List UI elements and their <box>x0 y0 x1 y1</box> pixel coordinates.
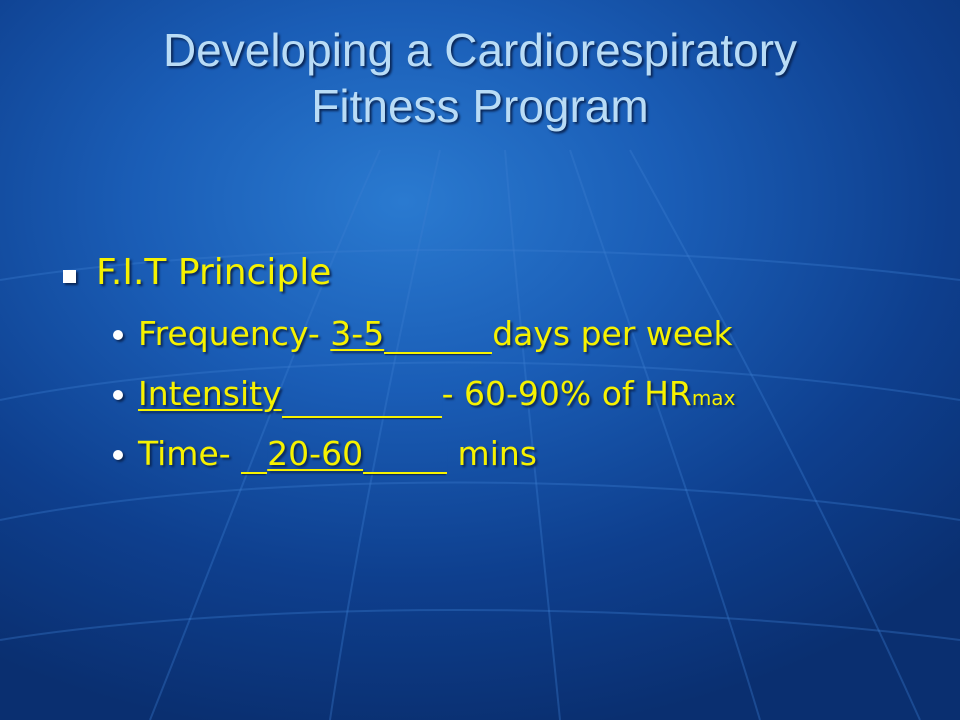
frequency-label: Frequency- <box>138 314 331 353</box>
heading-item: F.I.T Principle <box>60 250 920 298</box>
list-item-intensity: Intensity - 60-90% of HRmax <box>60 374 920 418</box>
time-blank-after <box>363 436 448 474</box>
frequency-answer: 3-5 <box>330 314 385 353</box>
time-rest: mins <box>447 434 537 473</box>
intensity-answer: Intensity <box>138 374 282 413</box>
heading-text: F.I.T Principle <box>96 252 332 293</box>
intensity-rest: - 60-90% of HR <box>441 374 692 413</box>
intensity-subscript: max <box>691 386 736 410</box>
time-label: Time- <box>138 434 242 473</box>
slide-title: Developing a Cardiorespiratory Fitness P… <box>0 22 960 134</box>
dot-bullet-icon <box>113 450 123 460</box>
slide-title-line-1: Developing a Cardiorespiratory <box>162 24 798 76</box>
frequency-blank <box>384 316 493 354</box>
list-item-time: Time- 20-60 mins <box>60 434 920 474</box>
time-answer: 20-60 <box>267 434 364 473</box>
dot-bullet-icon <box>113 330 123 340</box>
dot-bullet-icon <box>113 390 123 400</box>
slide-body: F.I.T Principle Frequency- 3-5 days per w… <box>60 250 920 474</box>
list-item-frequency: Frequency- 3-5 days per week <box>60 314 920 354</box>
time-blank-before <box>241 436 268 474</box>
square-bullet-icon <box>63 270 76 283</box>
intensity-blank <box>281 380 442 418</box>
frequency-rest: days per week <box>492 314 733 353</box>
slide-title-line-2: Fitness Program <box>311 80 649 132</box>
